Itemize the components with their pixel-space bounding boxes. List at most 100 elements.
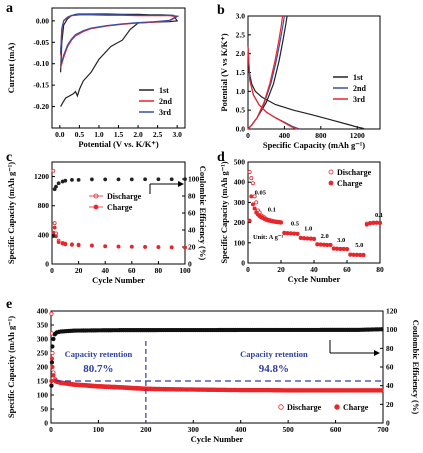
y-tick-label: 500: [234, 158, 246, 167]
y-right-tick-label: 100: [188, 175, 200, 184]
marker-charge: [348, 252, 353, 257]
x-tick-label: 20: [75, 266, 83, 275]
marker-coulombic-efficiency: [379, 327, 384, 332]
x-tick-label: 40: [310, 265, 318, 274]
x-tick-label: 300: [188, 425, 200, 434]
x-tick-label: 0: [49, 425, 53, 434]
marker-coulombic-efficiency: [54, 330, 59, 335]
marker-coulombic-efficiency: [103, 177, 108, 182]
x-tick-label: 80: [155, 266, 163, 275]
marker-charge: [321, 242, 326, 247]
y-axis-label: Specific Capacity (mAh g⁻¹): [6, 162, 16, 264]
legend-label: Discharge: [107, 192, 142, 201]
y-tick-label: 350: [37, 321, 49, 330]
panel-letter: c: [6, 150, 12, 165]
x-tick-label: 100: [179, 266, 191, 275]
marker-charge: [341, 247, 346, 252]
marker-discharge: [50, 350, 55, 356]
y-tick-label: -0.05: [33, 38, 49, 47]
y-tick-label: 0: [45, 260, 49, 269]
marker-charge: [103, 244, 108, 249]
x-axis-label: Potential (V vs. K/K⁺): [78, 139, 159, 149]
annotation-value: 80.7%: [83, 363, 113, 375]
x-tick-label: 40: [101, 266, 109, 275]
marker-charge: [305, 236, 310, 241]
x-tick-label: 1.5: [114, 130, 124, 139]
rate-label: 5.0: [355, 242, 363, 249]
y-tick-label: 1.5: [236, 68, 246, 77]
x-axis-label: Specific Capacity (mAh g⁻¹): [263, 140, 365, 150]
y-right-axis-label: Coulombic Efficiency (%): [198, 166, 208, 261]
marker-discharge: [250, 181, 255, 186]
y-tick-label: 0: [44, 419, 48, 428]
marker-coulombic-efficiency: [49, 360, 55, 365]
annotation-title: Capacity retention: [240, 349, 308, 359]
marker-coulombic-efficiency: [49, 383, 54, 388]
y-tick-label: 300: [37, 335, 49, 344]
x-tick-label: 500: [283, 425, 295, 434]
marker-charge: [247, 218, 252, 223]
x-tick-label: 80: [376, 265, 384, 274]
y-tick-label: 400: [37, 307, 49, 316]
x-tick-label: 1200: [350, 131, 365, 140]
y-tick-label: 800: [38, 201, 50, 210]
y-tick-label: 1.0: [236, 87, 246, 96]
y-tick-label: 0.00: [36, 16, 49, 25]
marker-charge: [335, 246, 340, 251]
legend-marker: [278, 404, 284, 410]
legend-label: 1st: [159, 86, 169, 95]
panel-a: a 0.0 0.5 1.0 1.5 2.0 2.5 3.0 0.00 -0.05 -0.10 -0.1…: [6, 1, 186, 149]
y-right-tick-label: 0: [386, 419, 390, 428]
marker-charge: [328, 243, 333, 248]
y-tick-label: 400: [38, 230, 50, 239]
marker-coulombic-efficiency: [54, 184, 58, 189]
series-3rd-charge: [247, 15, 284, 130]
marker-coulombic-efficiency: [76, 177, 81, 182]
marker-charge: [56, 240, 61, 245]
y-tick-label: 400: [234, 178, 246, 187]
panel-e: e0 100 200 300 400 500 600 70005010015020025030…: [6, 297, 421, 444]
x-axis-label: Cycle Number: [191, 434, 244, 444]
x-tick-label: 400: [279, 131, 291, 140]
y-right-tick-label: 60: [188, 209, 196, 218]
marker-coulombic-efficiency: [129, 177, 134, 182]
marker-coulombic-efficiency: [63, 178, 68, 183]
y-tick-label: -0.20: [33, 102, 49, 111]
x-tick-label: 100: [93, 425, 105, 434]
x-tick-label: 700: [377, 425, 389, 434]
rate-label: 2.0: [321, 233, 329, 240]
y-right-tick-label: 80: [386, 344, 394, 353]
panel-letter: d: [217, 150, 225, 165]
marker-charge: [129, 244, 134, 249]
y-right-tick-label: 40: [188, 226, 196, 235]
legend-marker: [328, 180, 334, 186]
marker-coulombic-efficiency: [143, 177, 148, 182]
y-right-tick-label: 20: [188, 243, 196, 252]
marker-charge: [249, 194, 254, 199]
y-tick-label: -0.10: [33, 59, 49, 68]
legend-label: 2nd: [353, 84, 366, 93]
x-tick-label: 3.0: [172, 130, 182, 139]
panel-letter: b: [217, 3, 225, 18]
marker-charge: [292, 231, 297, 236]
x-tick-label: 60: [343, 265, 351, 274]
panel-b: b 0 400 800 1200 0.0 0.5 1.0 1.5 2.0 2.5 3.0 Specifi…: [217, 3, 381, 150]
legend-label: Charge: [107, 203, 133, 212]
y-right-tick-label: 40: [386, 381, 394, 390]
plot-frame: [51, 161, 186, 265]
legend-marker: [334, 404, 340, 410]
marker-charge: [50, 364, 55, 370]
x-tick-label: 20: [277, 265, 285, 274]
arrow-head: [374, 350, 380, 356]
marker-coulombic-efficiency: [51, 336, 56, 342]
series-1st-discharge: [247, 53, 365, 130]
legend-label: 3rd: [159, 108, 172, 117]
rate-label: 0.1: [268, 206, 276, 213]
legend-label: 2nd: [159, 97, 172, 106]
y-tick-label: 300: [234, 198, 246, 207]
marker-charge: [331, 246, 336, 251]
x-tick-label: 400: [235, 425, 247, 434]
marker-charge: [143, 245, 148, 249]
y-tick-label: 200: [37, 363, 49, 372]
